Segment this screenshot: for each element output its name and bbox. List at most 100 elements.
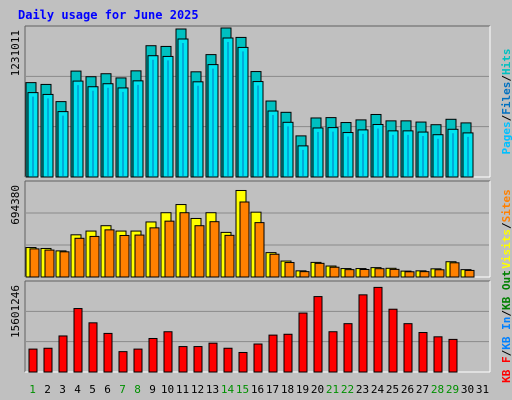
x-tick-label: 29: [446, 383, 459, 396]
x-tick-label: 13: [206, 383, 219, 396]
y-max-label: 1231011: [9, 30, 22, 76]
legend-entry: KB In: [500, 317, 512, 350]
sites-bar: [224, 234, 235, 278]
kbytes-bar: [103, 332, 113, 373]
x-tick-label: 11: [176, 383, 189, 396]
sites-bar: [464, 269, 475, 278]
side-legend: Pages/Files/Hits: [500, 49, 512, 155]
x-tick-label: 8: [134, 383, 141, 396]
chart-panels: 1231011Pages/Files/Hits694380Visits/Site…: [9, 25, 512, 383]
sites-bar: [164, 220, 175, 278]
kbytes-bar: [283, 333, 293, 373]
sites-bar: [389, 268, 400, 278]
x-axis: 1 2 3 4 5 6 7 8 9 10 11 12 13 14 15 16 17 18 19 20 21 22 23 24 2…: [29, 383, 489, 396]
x-tick-label: 10: [161, 383, 174, 396]
legend-entry: Pages: [500, 121, 512, 154]
x-tick-label: 17: [266, 383, 279, 396]
sites-bar: [449, 262, 460, 278]
kbytes-bar: [73, 308, 83, 373]
legend-separator: /: [500, 310, 512, 317]
kbytes-bar: [193, 346, 203, 373]
sites-bar: [104, 229, 115, 278]
kbytes-bar: [358, 294, 368, 373]
y-max-label: 694380: [9, 185, 22, 225]
x-tick-label: 21: [326, 383, 339, 396]
kbytes-bar: [268, 334, 278, 373]
legend-separator: /: [500, 114, 512, 121]
x-tick-label: 5: [89, 383, 96, 396]
kbytes-bar: [58, 335, 68, 373]
hits-panel: 1231011 Pages/Files/Hits: [9, 25, 512, 178]
sites-bar: [119, 234, 130, 278]
sites-bar: [209, 221, 220, 278]
kbytes-bar: [448, 338, 458, 373]
x-tick-label: 30: [461, 383, 474, 396]
sites-bar: [404, 271, 415, 278]
x-tick-label: 27: [416, 383, 429, 396]
legend-separator: /: [500, 349, 512, 356]
sites-bar: [134, 234, 145, 278]
kbytes-bar: [343, 323, 353, 373]
sites-bar: [374, 268, 385, 278]
sites-bar: [299, 271, 310, 278]
kbytes-bar: [418, 332, 428, 373]
x-tick-label: 25: [386, 383, 399, 396]
sites-bar: [434, 269, 445, 278]
kbytes-bar: [163, 331, 173, 373]
x-tick-label: 22: [341, 383, 354, 396]
x-tick-label: 1: [29, 383, 36, 396]
kbytes-bar: [178, 346, 188, 373]
sites-bar: [89, 235, 100, 278]
y-max-label: 15601246: [9, 285, 22, 338]
x-tick-label: 23: [356, 383, 369, 396]
legend-entry: Sites: [500, 189, 512, 222]
kbytes-bar: [298, 312, 308, 373]
sites-bar: [284, 262, 295, 278]
x-tick-label: 4: [74, 383, 81, 396]
legend-entry: Visits: [500, 229, 512, 269]
sites-bar: [329, 266, 340, 278]
sites-bar: [194, 225, 205, 278]
kbytes-bar: [223, 347, 233, 373]
x-tick-label: 7: [119, 383, 126, 396]
sites-bar: [269, 253, 280, 278]
kbytes-bar: [433, 336, 443, 373]
kbytes-bar: [373, 286, 383, 373]
sites-bar: [419, 271, 430, 278]
sites-bar: [359, 268, 370, 278]
x-tick-label: 28: [431, 383, 444, 396]
x-tick-label: 31: [476, 383, 489, 396]
visits-panel: 694380 Visits/Sites: [9, 180, 512, 278]
kbytes-bar: [28, 348, 38, 373]
kbytes-bar: [118, 351, 128, 373]
sites-bar: [254, 222, 265, 278]
x-tick-label: 19: [296, 383, 309, 396]
kbytes-bar: [238, 351, 248, 373]
x-tick-label: 24: [371, 383, 385, 396]
legend-separator: /: [500, 75, 512, 82]
sites-bar: [314, 262, 325, 278]
side-legend: Visits/Sites: [500, 189, 512, 269]
kbytes-bar: [88, 322, 98, 373]
kbytes-bar: [328, 331, 338, 373]
kbytes-bar: [403, 323, 413, 373]
x-tick-label: 9: [149, 383, 156, 396]
legend-entry: KB F: [500, 356, 512, 383]
sites-bar: [59, 251, 70, 278]
kbytes-bar: [313, 296, 323, 373]
side-legend: KB F/KB In/KB Out: [500, 270, 512, 383]
x-tick-label: 26: [401, 383, 414, 396]
sites-bar: [239, 201, 250, 278]
sites-bar: [44, 249, 55, 278]
x-tick-label: 18: [281, 383, 294, 396]
kbytes-bar: [388, 308, 398, 373]
sites-bar: [29, 248, 40, 278]
kbytes-bar: [253, 343, 263, 373]
legend-separator: /: [500, 222, 512, 229]
x-tick-label: 14: [221, 383, 235, 396]
kbytes-bar: [148, 337, 158, 373]
x-tick-label: 12: [191, 383, 204, 396]
x-tick-label: 20: [311, 383, 324, 396]
